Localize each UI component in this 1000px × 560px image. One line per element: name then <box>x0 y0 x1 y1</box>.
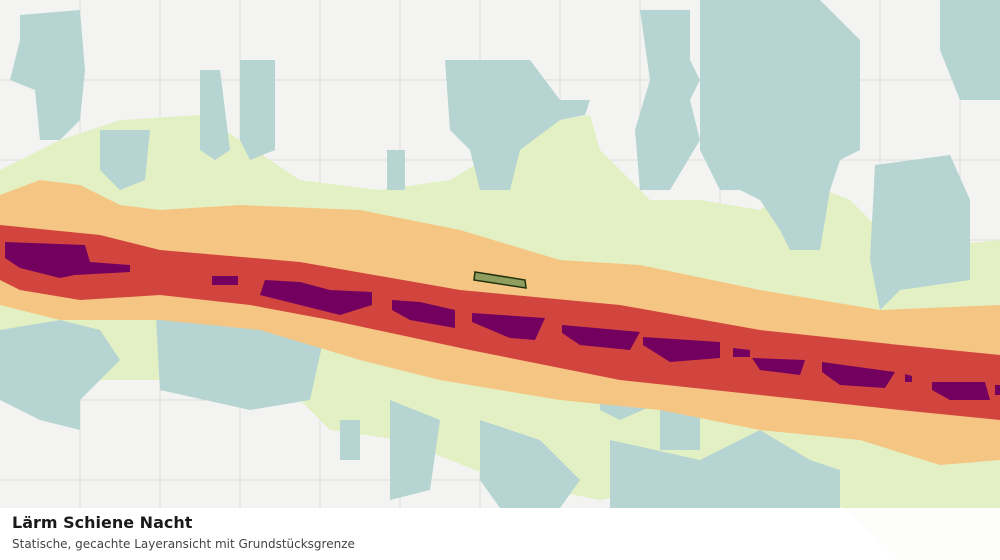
parcel-boundary <box>473 271 527 289</box>
caption-title: Lärm Schiene Nacht <box>12 513 193 532</box>
noise-zone-very-high <box>5 242 1000 400</box>
noise-zone-minimal <box>0 0 1000 508</box>
caption: Lärm Schiene Nacht Statische, gecachte L… <box>0 508 1000 560</box>
caption-subtitle: Statische, gecachte Layeransicht mit Gru… <box>12 537 355 551</box>
